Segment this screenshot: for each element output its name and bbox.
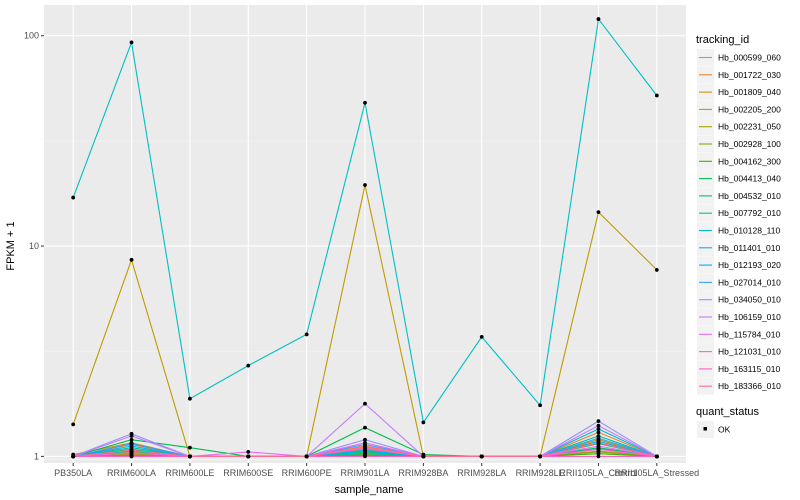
data-point	[596, 451, 601, 456]
y-tick-label: 1	[34, 451, 39, 461]
legend-label: Hb_007792_010	[718, 208, 781, 218]
data-point	[71, 454, 76, 459]
data-point	[129, 40, 134, 45]
x-tick-label: RRIM901LA	[340, 468, 389, 478]
x-tick-label: RRIM928LA	[457, 468, 506, 478]
legend-label: Hb_115784_010	[718, 329, 781, 339]
data-point	[596, 419, 601, 424]
data-point	[596, 423, 601, 428]
x-tick-label: RRII105LA_Control	[559, 468, 637, 478]
grid	[44, 5, 686, 463]
data-point	[304, 332, 309, 337]
legend: tracking_id quant_status Hb_000599_060 Hb…	[696, 34, 781, 438]
data-point	[363, 401, 367, 406]
data-point	[188, 454, 192, 459]
data-point	[363, 437, 367, 442]
legend-title: tracking_id	[696, 34, 749, 46]
data-point	[304, 454, 309, 459]
data-point	[246, 454, 251, 459]
legend-label: Hb_183366_010	[718, 381, 781, 391]
data-point	[129, 434, 134, 438]
data-point	[596, 430, 601, 435]
legend-label: Hb_004413_040	[718, 174, 781, 184]
data-point	[363, 100, 367, 105]
y-axis-title: FPKM + 1	[5, 221, 17, 270]
legend-label: Hb_011401_010	[718, 243, 781, 253]
y-axis: 1 10 100	[24, 31, 44, 461]
data-point	[129, 454, 134, 459]
legend-label: Hb_004162_300	[718, 156, 781, 166]
x-tick-label: RRIM928BA	[398, 468, 448, 478]
data-point	[71, 195, 76, 200]
data-point	[596, 427, 601, 431]
data-point	[129, 437, 134, 442]
legend-label: Hb_106159_010	[718, 312, 781, 322]
y-tick-label: 100	[24, 31, 39, 41]
data-point	[188, 445, 192, 450]
data-point	[363, 451, 367, 456]
x-axis: PB350LA RRIM600LA RRIM600LE RRIM600SE RRIM60…	[54, 463, 699, 478]
legend-label: Hb_027014_010	[718, 277, 781, 287]
data-point	[538, 403, 542, 408]
x-tick-label: RRII105LA_Stressed	[615, 468, 700, 478]
data-point	[479, 334, 484, 339]
shape-legend-title: quant_status	[696, 406, 759, 418]
legend-label: Hb_121031_010	[718, 347, 781, 357]
legend-label: Hb_034050_010	[718, 295, 781, 305]
data-point	[129, 448, 134, 453]
data-point	[596, 17, 601, 21]
data-point	[421, 454, 426, 459]
x-axis-title: sample_name	[334, 484, 403, 496]
legend-label: Hb_002928_100	[718, 139, 781, 149]
data-point	[246, 450, 251, 454]
data-point	[538, 454, 542, 459]
data-point	[596, 447, 601, 452]
legend-label: Hb_004532_010	[718, 191, 781, 201]
x-tick-label: RRIM600LA	[107, 468, 156, 478]
legend-label: Hb_002231_050	[718, 122, 781, 132]
data-point	[188, 396, 192, 401]
x-tick-label: RRIM600LE	[165, 468, 214, 478]
data-point	[654, 454, 659, 459]
data-point	[596, 436, 601, 441]
data-point	[654, 93, 659, 98]
legend-label: Hb_010128_110	[718, 226, 781, 236]
data-point	[363, 183, 367, 187]
y-tick-label: 10	[29, 241, 39, 251]
data-point	[479, 454, 484, 459]
legend-label: Hb_012193_020	[718, 260, 781, 270]
data-point	[596, 440, 601, 445]
data-point	[246, 363, 251, 368]
legend-label: Hb_002205_200	[718, 104, 781, 114]
x-tick-label: RRIM600PE	[282, 468, 332, 478]
data-point	[363, 444, 367, 449]
data-point	[363, 454, 367, 459]
data-point	[363, 425, 367, 430]
data-point	[129, 441, 134, 446]
data-point	[129, 450, 134, 455]
legend-label: Hb_000599_060	[718, 53, 781, 63]
data-point	[363, 440, 367, 445]
legend-label: Hb_163115_010	[718, 364, 781, 374]
x-tick-label: RRIM928LE	[516, 468, 565, 478]
data-point	[654, 268, 659, 272]
x-tick-label: PB350LA	[54, 468, 92, 478]
data-point	[596, 210, 601, 215]
shape-legend-key	[703, 427, 707, 431]
legend-label: Hb_001809_040	[718, 87, 781, 97]
data-point	[421, 420, 426, 425]
data-point	[71, 422, 76, 427]
data-point	[129, 257, 134, 262]
data-points	[71, 17, 659, 459]
data-point	[596, 444, 601, 448]
x-tick-label: RRIM600SE	[223, 468, 273, 478]
legend-label: Hb_001722_030	[718, 70, 781, 80]
shape-legend-label: OK	[718, 425, 731, 435]
data-point	[596, 454, 601, 459]
